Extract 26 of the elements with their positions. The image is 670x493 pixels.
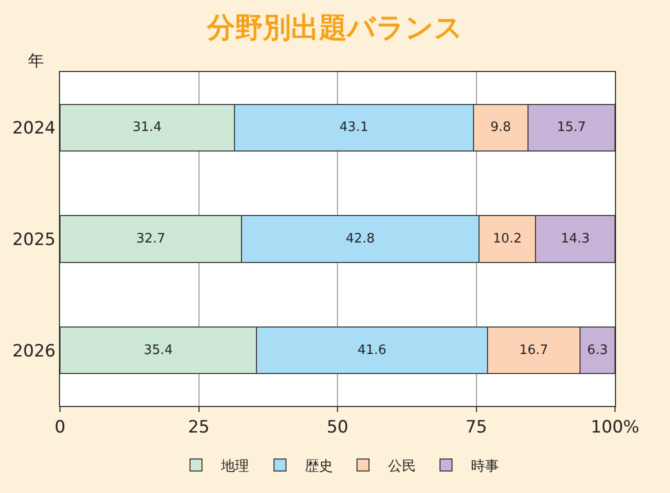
legend-label: 地理: [220, 458, 249, 474]
x-tick-label: 0: [54, 417, 66, 438]
legend-label: 公民: [388, 458, 416, 474]
data-label: 43.1: [339, 120, 368, 136]
legend-label: 時事: [471, 458, 499, 474]
y-tick-label: 2026: [12, 341, 56, 362]
data-label: 32.7: [136, 232, 166, 246]
x-tick-label: 75: [465, 417, 488, 438]
legend-label: 歴史: [305, 458, 333, 474]
data-label: 14.3: [560, 232, 590, 246]
chart-title: 分野別出題バランス: [206, 10, 463, 44]
y-tick-label: 2024: [12, 118, 56, 139]
data-label: 15.7: [556, 120, 586, 136]
data-label: 42.8: [346, 232, 375, 246]
y-tick-label: 2025: [12, 230, 56, 250]
x-tick-label: 50: [326, 417, 348, 438]
x-tick-label: 100%: [590, 417, 640, 438]
y-axis-title: 年: [28, 51, 44, 70]
data-label: 9.8: [490, 120, 512, 136]
data-label: 35.4: [144, 342, 173, 358]
data-label: 41.6: [357, 342, 386, 358]
x-tick-label: 25: [188, 417, 210, 438]
data-label: 16.7: [519, 342, 548, 358]
data-label: 6.3: [587, 342, 608, 358]
data-label: 31.4: [132, 120, 162, 136]
data-label: 10.2: [492, 232, 522, 246]
